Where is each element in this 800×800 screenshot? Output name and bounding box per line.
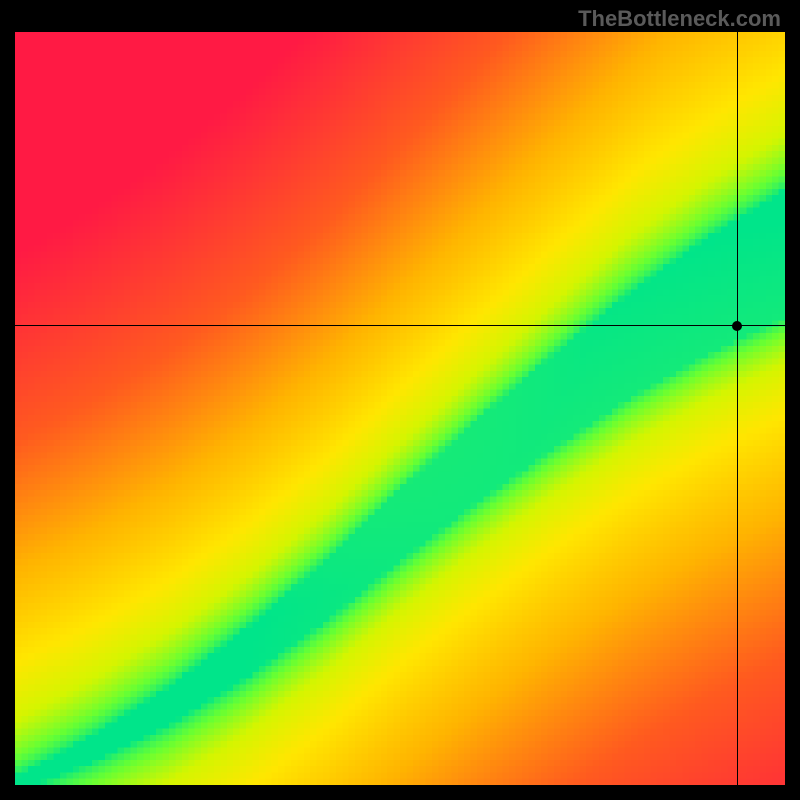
crosshair-horizontal xyxy=(15,325,785,326)
watermark-text: TheBottleneck.com xyxy=(578,6,781,32)
crosshair-vertical xyxy=(737,32,738,785)
chart-container: { "watermark": { "text": "TheBottleneck.… xyxy=(0,0,800,800)
heatmap-canvas xyxy=(15,32,785,785)
crosshair-marker xyxy=(732,321,742,331)
heatmap-plot xyxy=(15,32,785,785)
